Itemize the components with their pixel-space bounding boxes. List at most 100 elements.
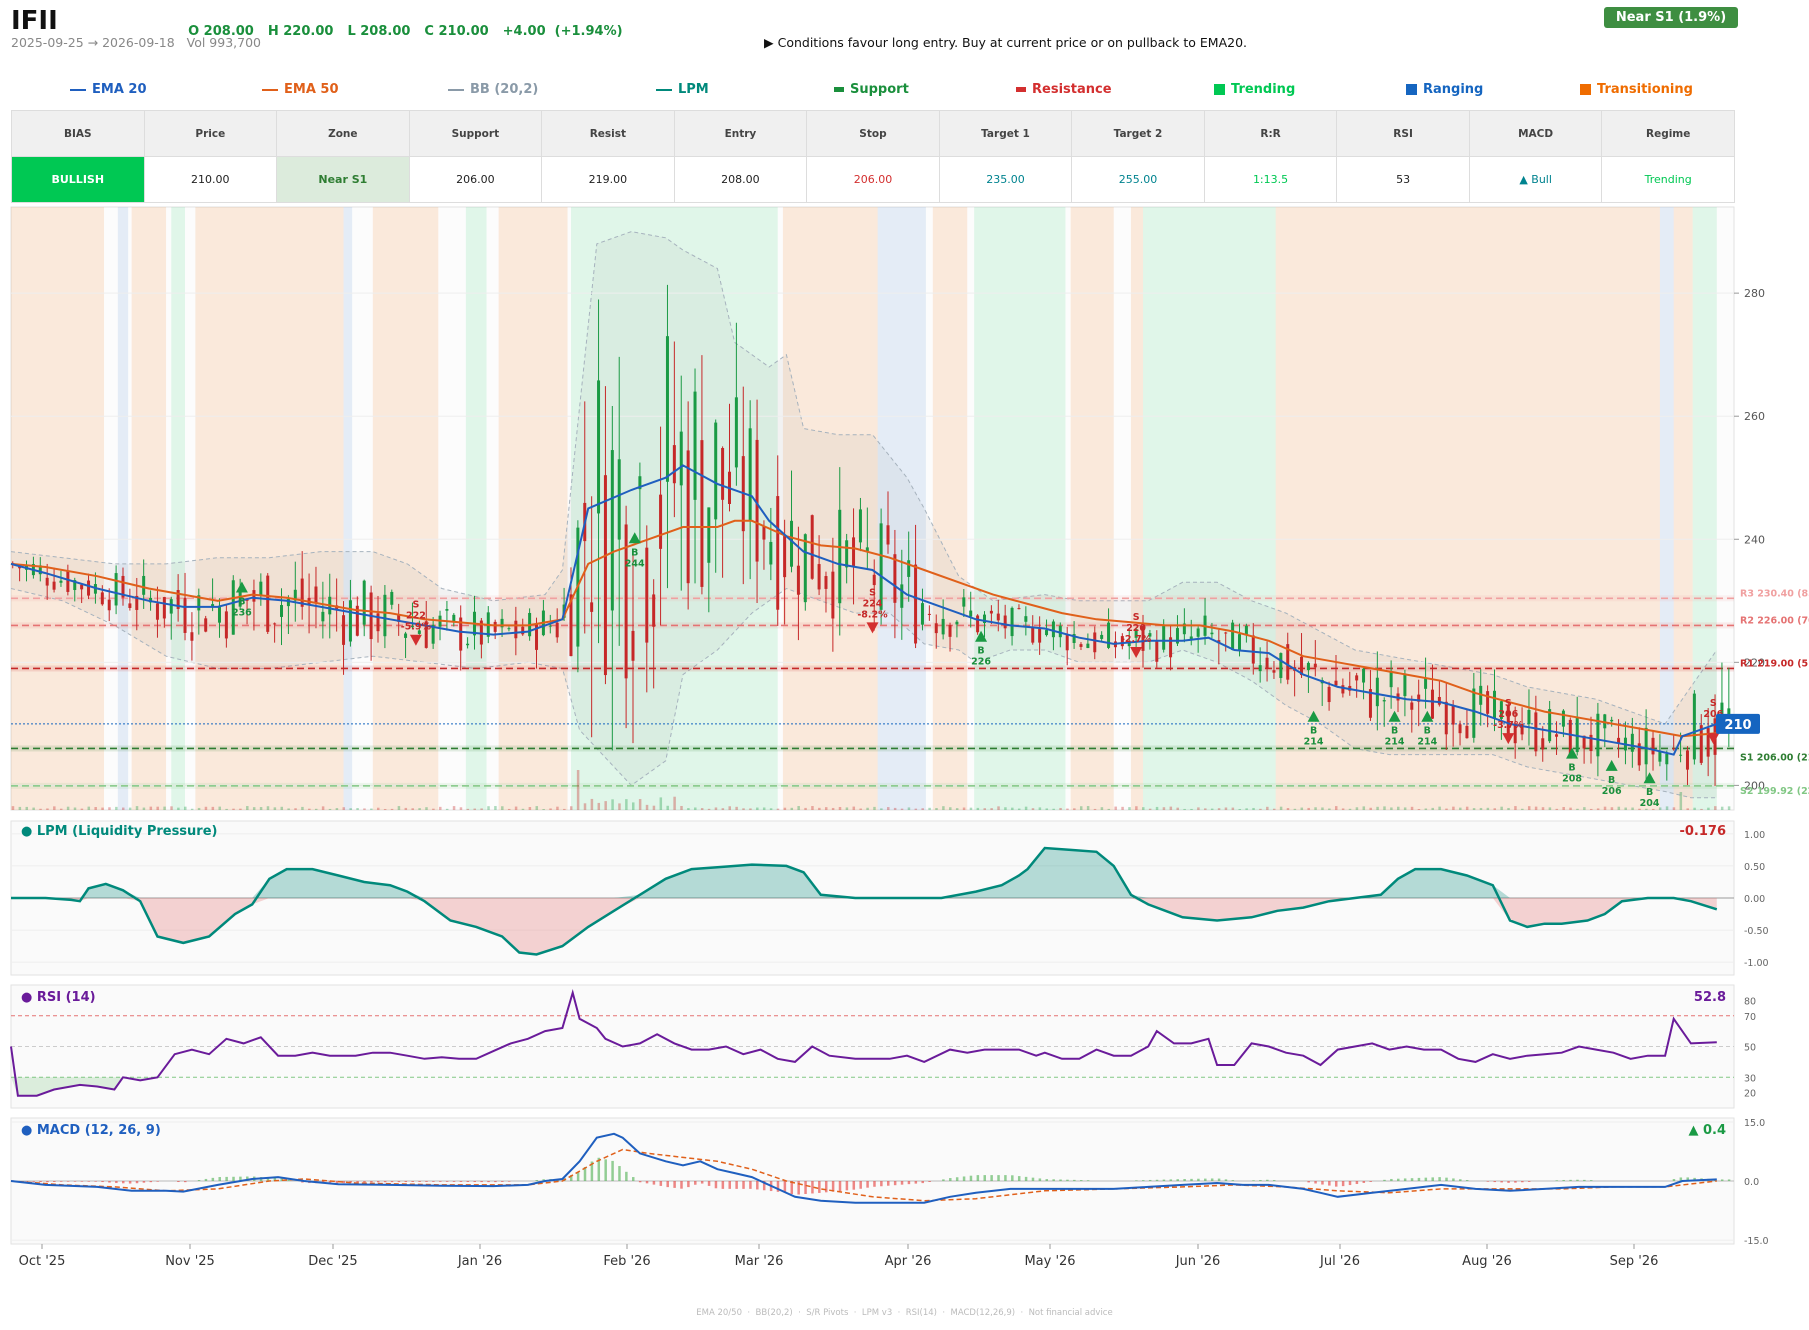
volume-bar [1603, 806, 1607, 810]
buy-triangle-icon [235, 581, 248, 593]
macd-histogram-bar [1459, 1179, 1462, 1181]
x-tick-label: Jun '26 [1175, 1254, 1221, 1269]
macd-histogram-bar [445, 1181, 449, 1182]
bollinger-band-fill [11, 231, 1717, 798]
macd-histogram-bar [1397, 1178, 1400, 1181]
candle-body [1279, 653, 1283, 678]
candle-body [886, 525, 890, 545]
signal-label: S [412, 600, 419, 611]
volume-bar [1686, 808, 1689, 810]
legend-item-support: Support [834, 82, 909, 97]
volume-bar [1465, 806, 1469, 810]
macd-histogram-bar [976, 1175, 980, 1181]
macd-histogram-bar [25, 1181, 29, 1182]
macd-histogram-bar [900, 1181, 904, 1185]
candle-body [445, 609, 449, 611]
candle-body [1093, 632, 1097, 653]
macd-histogram-bar [1073, 1179, 1076, 1181]
candle-body [66, 571, 70, 592]
macd-histogram-bar [46, 1181, 49, 1183]
regime-band-transitioning [1130, 207, 1144, 810]
volume-bar [625, 799, 628, 810]
volume-bar [149, 806, 153, 810]
macd-histogram-bar [1328, 1181, 1331, 1186]
macd-histogram-bar [1224, 1179, 1228, 1181]
regime-band-neutral [104, 207, 118, 810]
volume-bar [935, 808, 938, 810]
price-tick-label: 240 [1744, 533, 1765, 546]
volume-bar [611, 799, 614, 810]
lpm-tick-label: -0.50 [1744, 926, 1769, 937]
volume-bar [1197, 807, 1200, 810]
volume-bar [246, 806, 249, 810]
volume-bar [535, 806, 539, 810]
buy-triangle-icon [1605, 759, 1618, 771]
legend-label: Support [850, 82, 909, 97]
macd-histogram-bar [1355, 1181, 1359, 1185]
volume-bar [659, 797, 663, 810]
candle-body [1244, 625, 1248, 636]
volume-bar [1286, 808, 1290, 810]
volume-bar [756, 807, 759, 810]
x-tick-label: Dec '25 [308, 1254, 357, 1269]
volume-bar [383, 808, 387, 810]
signal-label: S [1505, 698, 1512, 709]
price-tick-label: 260 [1744, 410, 1765, 423]
macd-histogram-bar [969, 1175, 973, 1181]
candle-body [1189, 636, 1193, 640]
volume-bar [1459, 807, 1462, 810]
current-price-tag-label: 210 [1724, 718, 1751, 733]
candle-body [989, 610, 993, 614]
ema50-line [10, 519, 1717, 738]
summary-header-price: Price [143, 110, 278, 157]
signal-pct: -8.2% [857, 609, 888, 620]
volume-bar [790, 807, 794, 810]
rsi-tick-label: 70 [1744, 1012, 1756, 1023]
candle-body [659, 494, 663, 549]
volume-bar [1238, 808, 1241, 810]
ohlc-high: H 220.00 [267, 24, 334, 39]
volume-bar [128, 807, 132, 810]
candle-body [817, 564, 821, 590]
macd-histogram-bar [363, 1181, 366, 1183]
macd-histogram-bar [225, 1176, 228, 1181]
macd-histogram-bar [246, 1176, 249, 1181]
candle-body [1375, 677, 1379, 707]
macd-histogram-bar [204, 1178, 208, 1181]
volume-bar [1231, 807, 1235, 810]
candle-body [1175, 628, 1179, 644]
macd-histogram-bar [177, 1181, 180, 1183]
regime-band-transitioning [11, 207, 105, 810]
legend-item-ema-20: EMA 20 [70, 82, 147, 97]
candle-body [252, 590, 256, 602]
price-tick-label: 200 [1744, 779, 1765, 792]
volume-bar [1486, 807, 1490, 810]
candle-body [342, 615, 346, 645]
volume-bar [928, 807, 931, 810]
legend: EMA 20 EMA 50 BB (20,2) LPM Support Resistanc… [0, 82, 1740, 102]
x-tick-label: Jan '26 [457, 1254, 502, 1269]
candle-body [1403, 673, 1407, 697]
volume-bar [1100, 807, 1104, 810]
volume-bar [1714, 806, 1717, 810]
buy-triangle-icon [1566, 747, 1579, 759]
macd-histogram-bar [1362, 1181, 1366, 1183]
volume-bar [576, 770, 580, 810]
macd-histogram-bar [866, 1181, 869, 1188]
macd-title: ● MACD (12, 26, 9) [21, 1123, 161, 1138]
macd-histogram-bar [87, 1181, 91, 1182]
macd-histogram-bar [1086, 1180, 1090, 1181]
volume-bar [1031, 808, 1035, 810]
sr-level-label: R2 226.00 (70x) [1740, 615, 1809, 626]
candle-body [500, 618, 504, 628]
candle-body [1637, 743, 1641, 766]
volume-bar [328, 808, 332, 810]
volume-bar [824, 807, 828, 810]
candle-body [748, 428, 752, 522]
summary-value-support: 206.00 [408, 156, 543, 203]
macd-histogram-bar [1514, 1181, 1517, 1183]
candle-body [700, 440, 704, 587]
signal-price: 224 [863, 598, 883, 609]
macd-histogram-bar [439, 1181, 442, 1182]
candle-body [783, 535, 787, 578]
